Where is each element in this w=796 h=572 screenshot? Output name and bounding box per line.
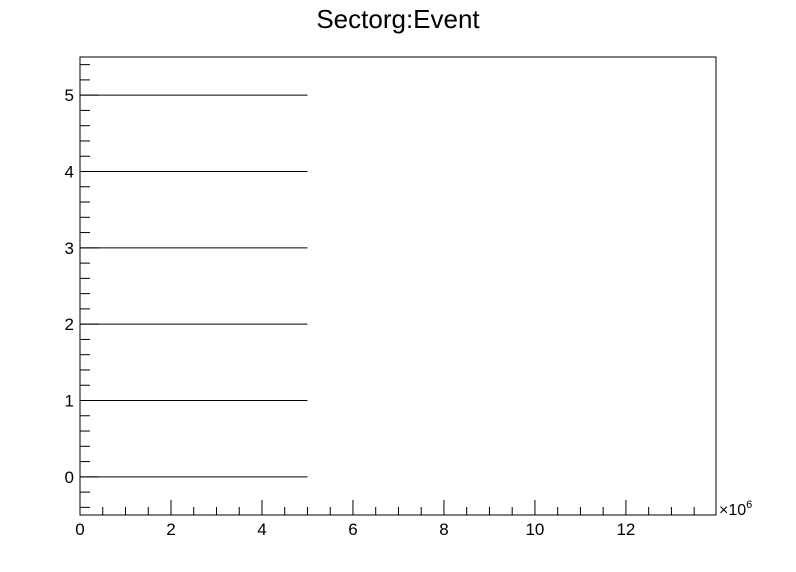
x-tick-label: 2 xyxy=(166,520,175,539)
x-tick-label: 8 xyxy=(439,520,448,539)
x-tick-label: 0 xyxy=(75,520,84,539)
y-tick-label: 3 xyxy=(65,239,74,258)
chart-title: Sectorg:Event xyxy=(316,4,480,34)
x-tick-label: 6 xyxy=(348,520,357,539)
x-tick-label: 4 xyxy=(257,520,266,539)
y-tick-label: 0 xyxy=(65,468,74,487)
y-tick-label: 1 xyxy=(65,392,74,411)
data-series xyxy=(80,94,308,478)
x-multiplier-exponent: 6 xyxy=(746,499,752,511)
x-multiplier-label: ×106 xyxy=(719,499,752,519)
plot-frame xyxy=(79,56,717,516)
x-tick-label: 12 xyxy=(616,520,635,539)
y-tick-label: 2 xyxy=(65,315,74,334)
x-axis: 0 2 4 6 8 10 12 xyxy=(75,500,695,539)
x-multiplier-base: ×10 xyxy=(719,502,746,519)
y-axis: 0 1 2 3 4 5 xyxy=(65,64,99,508)
y-tick-label: 4 xyxy=(65,163,74,182)
y-tick-label: 5 xyxy=(65,86,74,105)
x-tick-label: 10 xyxy=(525,520,544,539)
